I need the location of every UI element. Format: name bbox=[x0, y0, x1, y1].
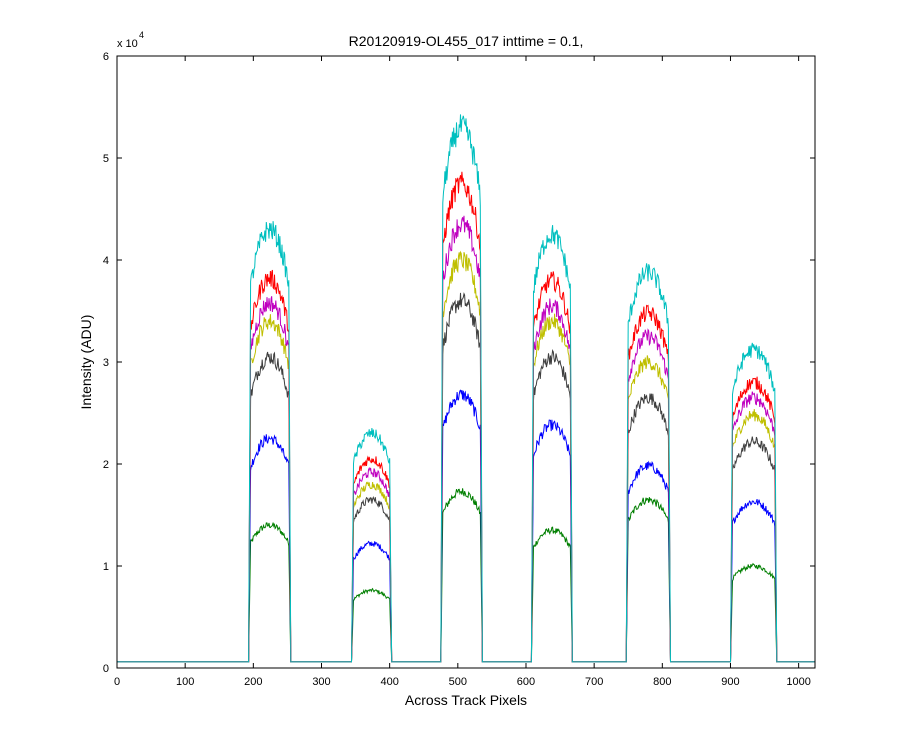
y-tick-label-30000: 3 bbox=[103, 357, 109, 369]
x-tick-label-900: 900 bbox=[721, 676, 739, 688]
y-tick-label-50000: 5 bbox=[103, 153, 109, 165]
y-tick-label-0: 0 bbox=[103, 663, 109, 675]
x-tick-label-600: 600 bbox=[517, 676, 535, 688]
x-tick-label-800: 800 bbox=[653, 676, 671, 688]
x-tick-label-0: 0 bbox=[114, 676, 120, 688]
chart-title: R20120919-OL455_017 inttime = 0.1, bbox=[349, 33, 584, 49]
y-multiplier-exponent: 4 bbox=[139, 30, 144, 40]
y-axis-label: Intensity (ADU) bbox=[78, 315, 94, 410]
y-tick-label-20000: 2 bbox=[103, 459, 109, 471]
y-tick-label-40000: 4 bbox=[103, 255, 109, 267]
plot-frame bbox=[116, 55, 816, 669]
x-tick-label-500: 500 bbox=[449, 676, 467, 688]
x-tick-label-700: 700 bbox=[585, 676, 603, 688]
y-tick-label-10000: 1 bbox=[103, 561, 109, 573]
y-tick-label-60000: 6 bbox=[103, 51, 109, 63]
y-multiplier-label: x 10 bbox=[117, 38, 138, 50]
x-tick-label-400: 400 bbox=[380, 676, 398, 688]
x-tick-label-1000: 1000 bbox=[786, 676, 810, 688]
x-tick-label-100: 100 bbox=[176, 676, 194, 688]
plot-area bbox=[117, 56, 815, 668]
ticks-layer: 0 100 200 300 400 500 600 700 800 900 1000 0 1 2 3 4 5 6 bbox=[103, 51, 815, 688]
series-layer bbox=[117, 114, 815, 663]
x-axis-label: Across Track Pixels bbox=[405, 692, 527, 708]
x-tick-label-300: 300 bbox=[312, 676, 330, 688]
x-tick-label-200: 200 bbox=[244, 676, 262, 688]
series-line-7 bbox=[117, 114, 815, 663]
